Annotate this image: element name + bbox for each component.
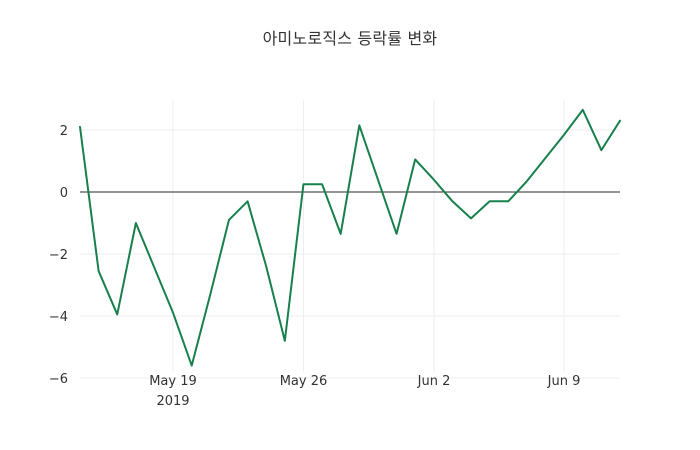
y-tick-label: 0 (60, 186, 68, 201)
x-tick-label: May 26 (280, 374, 328, 389)
y-axis-tick-labels: 2 0 −2 −4 −6 (49, 124, 68, 387)
y-tick-label: −6 (49, 372, 68, 387)
y-tick-label: −2 (49, 248, 68, 263)
x-tick-label: Jun 9 (547, 374, 581, 389)
data-series-line (79, 108, 621, 367)
horizontal-gridlines (80, 129, 620, 379)
vertical-gridlines (172, 100, 565, 372)
chart-title: 아미노로직스 등락률 변화 (262, 29, 438, 48)
x-tick-label: May 19 (149, 374, 197, 389)
x-axis-tick-labels: May 19 2019 May 26 Jun 2 Jun 9 (149, 374, 580, 409)
y-tick-label: −4 (49, 310, 68, 325)
x-tick-sublabel-year: 2019 (156, 394, 189, 409)
x-tick-label: Jun 2 (417, 374, 451, 389)
y-tick-label: 2 (60, 124, 68, 139)
